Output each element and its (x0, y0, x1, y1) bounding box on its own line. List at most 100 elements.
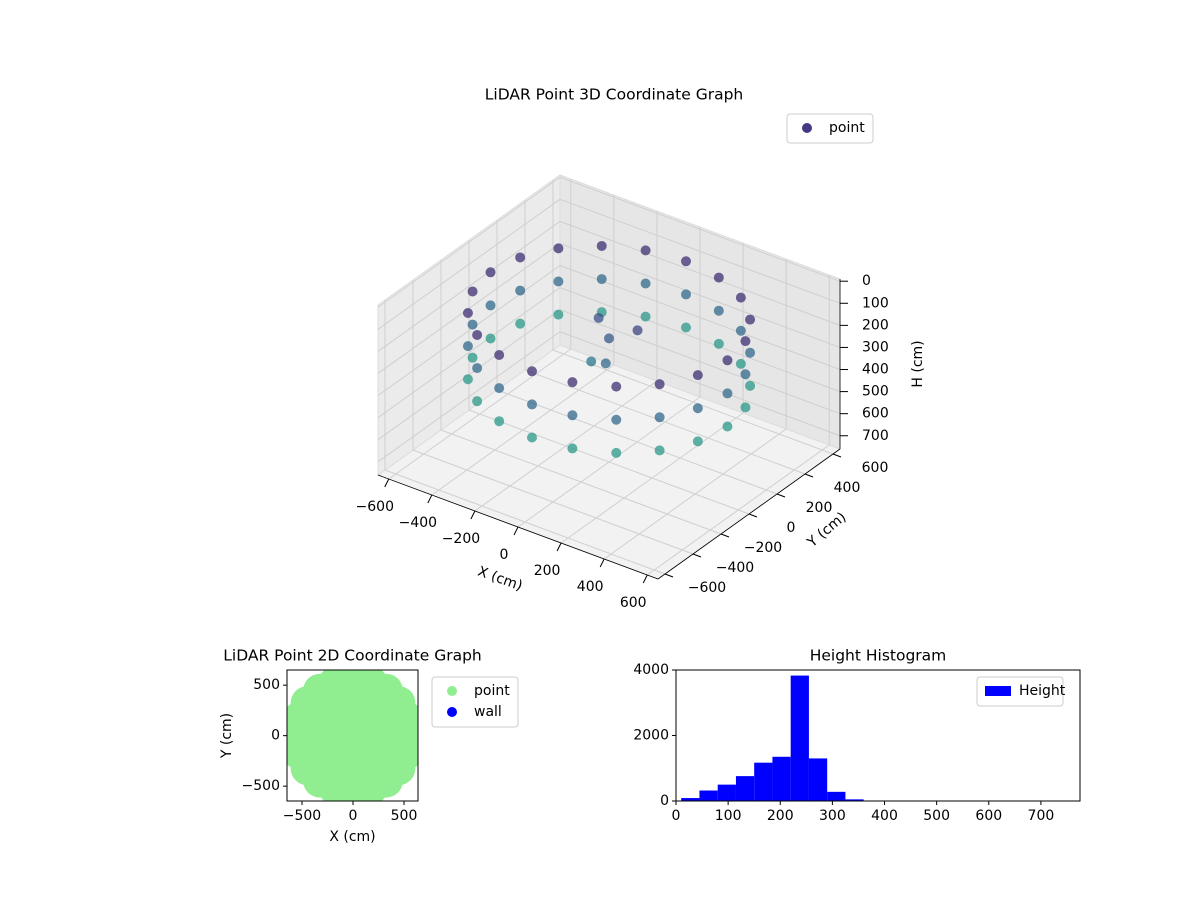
grid-line (559, 309, 841, 415)
axes-frame (286, 669, 419, 802)
data-point (692, 436, 703, 447)
y-tick-label: 500 (253, 677, 280, 693)
grid-line (552, 349, 834, 455)
x-tick (427, 494, 433, 504)
y-tick-label: 0 (660, 793, 669, 809)
data-point (472, 396, 483, 407)
legend-label: point (829, 120, 865, 136)
grid-line (377, 198, 561, 330)
data-point (494, 416, 505, 427)
x-tick-label: 100 (715, 808, 742, 824)
z-tick-label: 0 (862, 273, 871, 289)
histogram-bar (772, 756, 791, 801)
data-point (462, 307, 473, 318)
x-tick-label: 0 (500, 547, 509, 563)
legend-box (976, 676, 1064, 707)
data-point (722, 355, 733, 366)
z-tick-label: 700 (862, 428, 889, 444)
data-point (640, 311, 651, 322)
grid-line (559, 176, 841, 282)
data-point (745, 347, 756, 358)
z-tick-label: 100 (862, 295, 889, 311)
z-tick-label: 300 (862, 339, 889, 355)
data-point (515, 252, 526, 263)
z-axis-label: H (cm) (910, 340, 926, 387)
y-tick-label: 4000 (633, 662, 669, 678)
x-tick-label: 200 (767, 808, 794, 824)
x-tick-label: 400 (577, 579, 604, 595)
axis-line (657, 448, 841, 580)
x-tick-label: −400 (399, 515, 437, 531)
y-tick (664, 573, 674, 578)
histogram-bar (827, 791, 846, 801)
data-point (713, 305, 724, 316)
y-tick (692, 553, 702, 558)
y-tick-label: −500 (242, 778, 280, 794)
x-tick-label: 200 (534, 563, 561, 579)
data-point (494, 349, 505, 360)
data-point (596, 274, 607, 285)
histogram-bar (735, 776, 755, 801)
histogram-bar (681, 798, 700, 801)
chart-title: LiDAR Point 2D Coordinate Graph (223, 647, 481, 665)
grid-line (559, 287, 841, 393)
grid-line (559, 331, 841, 437)
y-tick-label: 2000 (633, 728, 669, 744)
y-tick-label: 0 (787, 520, 796, 536)
grid-line (559, 220, 841, 326)
y-tick-label: −600 (688, 580, 726, 596)
data-point (713, 272, 724, 283)
data-point (485, 333, 496, 344)
x-tick (599, 558, 605, 568)
data-point (553, 276, 564, 287)
z-tick-label: 400 (862, 362, 889, 378)
data-point (553, 309, 564, 320)
x-tick-label: 600 (620, 595, 647, 611)
data-point (745, 314, 756, 325)
plot-area (287, 670, 418, 801)
grid-line (524, 369, 806, 475)
data-point (515, 285, 526, 296)
y-tick-label: −400 (716, 560, 754, 576)
y-tick-label: 0 (271, 728, 280, 744)
x-tick-label: 600 (975, 808, 1002, 824)
data-point (485, 267, 496, 278)
y-tick (720, 533, 730, 538)
data-point (527, 399, 537, 410)
x-tick-label: −200 (442, 531, 480, 547)
data-point (567, 443, 578, 454)
data-point (632, 325, 643, 336)
data-point (472, 363, 483, 374)
data-point (586, 356, 597, 367)
data-point (611, 447, 622, 458)
legend-marker (447, 707, 457, 717)
data-point (692, 370, 703, 381)
y-tick (832, 453, 842, 458)
legend-box (786, 113, 874, 144)
x-tick-label: 700 (1028, 808, 1055, 824)
data-point (681, 256, 691, 267)
data-point (527, 432, 537, 443)
data-point (515, 318, 526, 329)
x-tick-label: 300 (819, 808, 846, 824)
data-point (735, 358, 746, 369)
grid-line (440, 429, 722, 535)
data-point (692, 403, 703, 414)
data-point (467, 319, 478, 330)
grid-line (496, 389, 778, 495)
data-point (654, 379, 665, 390)
data-point (462, 341, 473, 352)
data-point (567, 377, 578, 388)
data-point (467, 352, 478, 363)
x-tick (384, 478, 390, 488)
x-tick-label: −600 (356, 499, 394, 515)
data-point (722, 388, 733, 399)
data-point (740, 402, 751, 413)
histogram-bar (717, 784, 736, 801)
grid-line (377, 265, 561, 396)
grid-line (377, 287, 561, 419)
data-point (735, 325, 746, 336)
data-point (472, 329, 483, 340)
chart-title: Height Histogram (810, 647, 947, 665)
